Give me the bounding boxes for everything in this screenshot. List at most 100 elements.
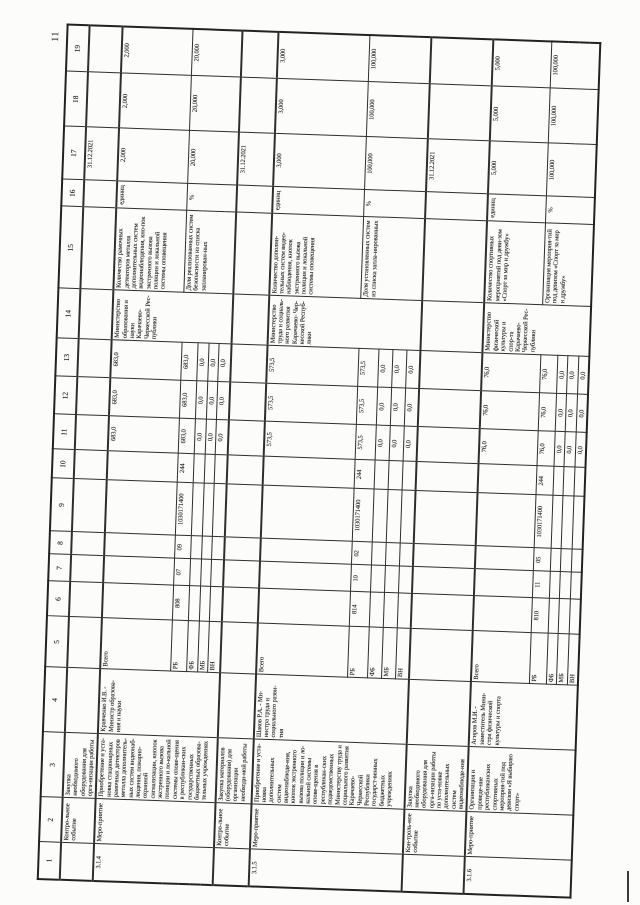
budget-source-cell: РБ (529, 633, 549, 685)
col-header: 1 (37, 842, 62, 880)
amount-cell: 573,5 (357, 348, 380, 388)
indicator-name-cell: Доля реализованных систем безопасности и… (183, 210, 236, 295)
col-header: 5 (45, 616, 69, 668)
indicator-name-cell: Количество дополни-тельных систем видео-… (268, 213, 364, 299)
amount-cell: 683,0 (110, 340, 182, 381)
control-date-cell: 31.12.2021 (84, 127, 120, 182)
amount-cell: 76,0 (538, 393, 557, 432)
item-number-cell (401, 854, 466, 894)
ministry-cell: Министерство труда и социаль-ного развит… (267, 295, 422, 352)
amount-cell: 0,0 (377, 349, 394, 389)
amount-cell: 683,0 (180, 342, 198, 382)
rz-code-cell: 10 (350, 564, 372, 593)
col-header: 9 (49, 478, 74, 532)
amount-cell: 573,5 (264, 383, 358, 425)
col-header: 19 (65, 24, 90, 73)
amount-cell: 0,0 (375, 425, 391, 462)
budget-source-cell: Всего (471, 631, 532, 685)
rotated-sheet: 11 1 2 3 4 5 6 7 8 9 10 11 (36, 23, 602, 899)
indicator-name-cell: Количество спортивных мероприятий под де… (484, 221, 546, 306)
indicator-value-cell: 3,000 (272, 133, 367, 190)
col-header: 7 (48, 554, 72, 582)
control-date-cell: 31.12.2021 (425, 139, 491, 195)
indicator-name-cell: Организация мероприя-тий под девизом «Сп… (542, 223, 594, 307)
col-header: 13 (55, 338, 79, 378)
indicator-value-cell: 2,000 (119, 73, 192, 131)
indicator-value-cell: 2,000 (117, 128, 190, 184)
amount-cell: 573,5 (356, 386, 378, 426)
indicator-unit-cell: единиц (271, 186, 365, 217)
amount-cell: 0,0 (391, 350, 408, 389)
row-type-cell: Кон-троль-ное событие (402, 809, 467, 857)
col-header: 17 (62, 126, 87, 181)
budget-source-cell: РБ (170, 620, 189, 673)
item-number-cell: 3.1.4 (93, 843, 214, 886)
item-number-cell (59, 842, 95, 881)
ministry-cell: Министерство образования и науки Карачае… (111, 290, 234, 345)
indicator-value-cell: 100,000 (548, 88, 599, 146)
event-name-cell: Закупка материалов (оборудования) для ор… (215, 738, 254, 805)
indicator-name-cell: Доля установленных систем из списка запл… (360, 216, 425, 302)
budget-source-cell: РБ (347, 626, 370, 679)
amount-cell: 0,0 (574, 432, 587, 468)
amount-cell: 76,0 (539, 355, 558, 394)
indicator-unit-cell: единиц (487, 194, 547, 224)
pr-code-cell: 09 (174, 535, 192, 560)
indicator-name-cell: Количество рамочных детекторов металла д… (113, 208, 187, 293)
col-header: 10 (51, 449, 75, 480)
amount-cell: 0,0 (403, 426, 418, 462)
measure-name-cell: Приобретение и уста-новка дополнительных… (251, 739, 407, 810)
grbs-code-cell: 810 (531, 598, 550, 634)
indicator-unit-cell: % (186, 183, 237, 213)
measure-name-cell: Организация и проведе-ние республикански… (466, 746, 576, 816)
amount-cell: 0,0 (575, 394, 589, 433)
executor-cell: Кравченко И.В. - Министр образова-ния и … (98, 669, 220, 739)
col-header: 4 (42, 667, 68, 733)
indicator-value-cell: 3,000 (276, 31, 371, 83)
csr-code-cell: 1030171400 (534, 495, 553, 549)
indicator-value-cell: 100,000 (546, 143, 597, 199)
amount-cell: 76,0 (481, 353, 541, 394)
amount-cell: 0,0 (389, 426, 405, 462)
row-type-cell: Контро-льное событие (61, 797, 96, 844)
indicator-value-cell: 2,000 (121, 26, 193, 76)
indicator-value-cell: 5,000 (488, 141, 549, 197)
amount-cell: 573,5 (355, 424, 377, 461)
amount-cell: 76,0 (480, 391, 540, 432)
amount-cell: 683,0 (178, 418, 196, 455)
indicator-value-cell: 20,000 (191, 28, 243, 78)
row-type-cell: Меро-приятие (249, 804, 405, 855)
amount-cell: 683,0 (109, 378, 181, 419)
indicator-value-cell: 100,000 (550, 41, 601, 91)
executor-cell: Шаков Р.А. - Ми-нистра труда и социально… (253, 674, 409, 745)
executor-cell: Агиров М.И. - заместитель Мини-стра физи… (469, 682, 578, 751)
amount-cell: 573,5 (265, 345, 360, 387)
col-header: 16 (61, 179, 85, 208)
amount-cell: 0,0 (577, 356, 590, 395)
indicator-value-cell: 100,000 (368, 35, 432, 85)
grbs-code-cell: 814 (349, 591, 371, 628)
pr-code-cell: 05 (533, 548, 552, 572)
col-header: 12 (54, 376, 78, 416)
control-date-cell: 31.12.2021 (236, 132, 275, 187)
pr-code-cell: 02 (351, 541, 373, 566)
indicator-value-cell: 20,000 (187, 130, 239, 186)
indicator-value-cell: 5,000 (492, 39, 552, 89)
rz-code-cell: 07 (173, 558, 191, 587)
csr-code-cell: 1030171400 (175, 482, 194, 537)
col-header: 18 (64, 71, 88, 128)
vr-code-cell: 244 (354, 459, 376, 490)
col-header: 8 (49, 531, 72, 555)
col-header: 6 (46, 581, 71, 617)
scan-edge-artifact (627, 871, 629, 902)
amount-cell: 0,0 (390, 388, 406, 427)
row-type-cell: Контро-льное событие (213, 803, 252, 850)
indicator-unit-cell: единиц (116, 181, 188, 211)
event-name-cell: Закупка необходимого оборудования для ор… (62, 732, 99, 799)
vr-code-cell: 244 (177, 453, 195, 484)
csr-code-cell: 1030171400 (352, 488, 375, 543)
indicator-value-cell: 100,000 (366, 82, 430, 140)
rz-code-cell: 11 (532, 571, 551, 599)
indicator-value-cell: 100,000 (364, 137, 428, 193)
indicator-value-cell: 20,000 (189, 75, 241, 133)
